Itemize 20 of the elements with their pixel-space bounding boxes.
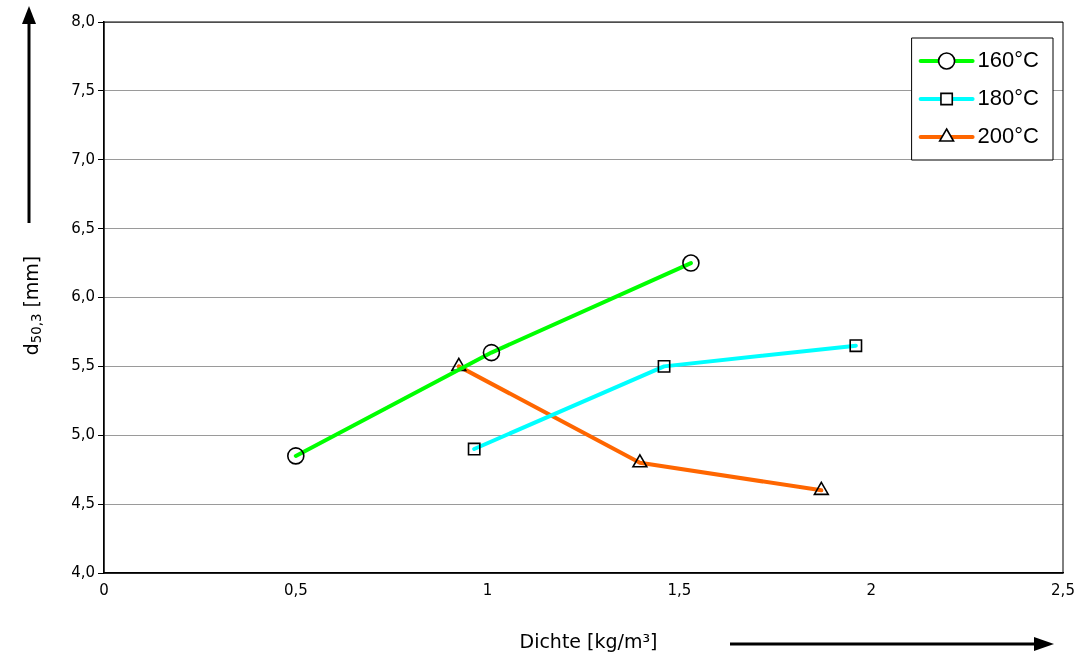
x-tick-label: 0,5: [283, 580, 308, 599]
x-tick-label: 1: [482, 580, 493, 599]
y-axis-title: d50,3 [mm]: [19, 255, 45, 356]
legend-label: 160°C: [977, 47, 1040, 73]
y-tick-label: 5,5: [71, 356, 95, 375]
x-tick-label: 2,5: [1051, 580, 1075, 599]
y-tick-label: 6,5: [71, 218, 95, 237]
y-tick-label: 6,0: [71, 287, 95, 306]
legend-label: 180°C: [977, 85, 1040, 111]
y-tick-label: 8,0: [71, 11, 95, 30]
x-tick-label: 0: [99, 580, 109, 599]
y-tick-label: 4,0: [71, 562, 95, 581]
x-tick-label: 1,5: [667, 580, 692, 599]
y-tick-label: 7,5: [71, 80, 95, 99]
y-tick-label: 4,5: [71, 494, 95, 513]
x-axis-title: Dichte [kg/m³]: [519, 629, 658, 652]
y-tick-label: 7,0: [71, 149, 95, 168]
x-tick-label: 2: [866, 580, 876, 599]
y-tick-label: 5,0: [71, 425, 95, 444]
legend-label: 200°C: [977, 123, 1040, 149]
